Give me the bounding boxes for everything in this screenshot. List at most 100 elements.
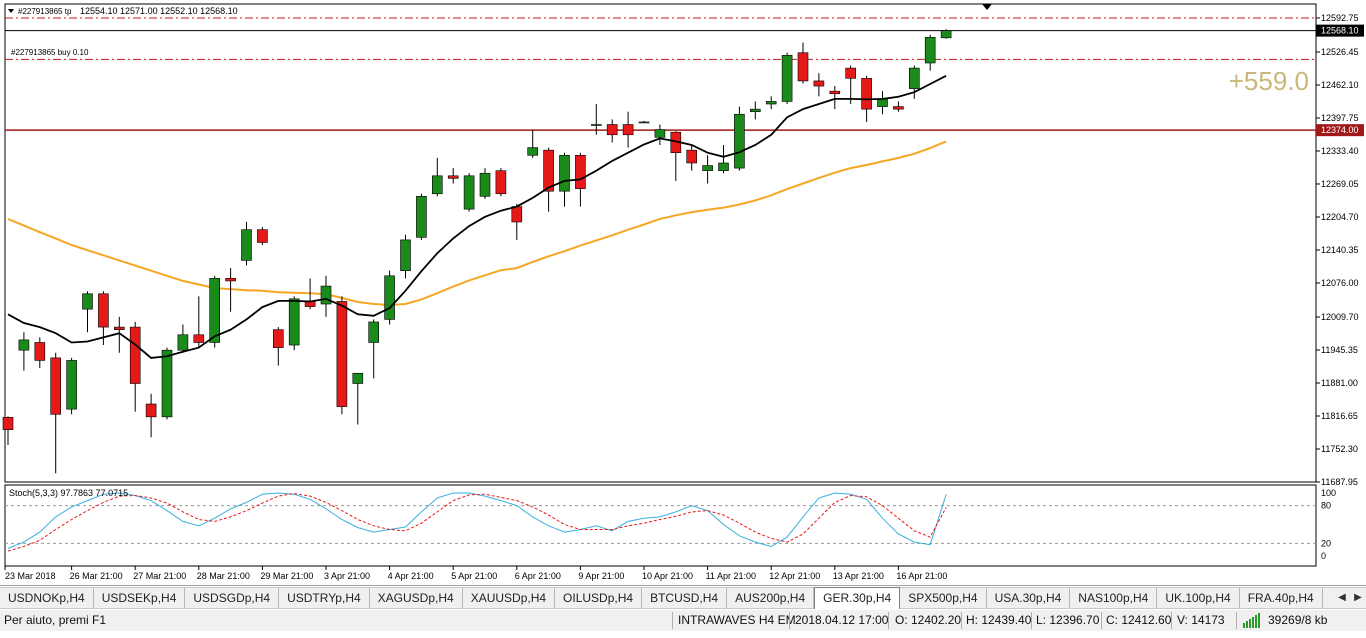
profit-label: +559.0 [1229, 66, 1309, 96]
time-axis-label: 5 Apr 21:00 [451, 571, 497, 581]
candle-body [924, 37, 936, 64]
time-axis-label: 10 Apr 21:00 [642, 571, 693, 581]
candle-body [765, 101, 777, 105]
symbol-tab[interactable]: XAUUSDp,H4 [463, 588, 556, 608]
status-divider [1236, 612, 1237, 629]
tab-scroll-right-icon[interactable]: ▶ [1354, 592, 1362, 603]
candle-body [590, 124, 602, 126]
candle-body [161, 349, 173, 418]
candle-body [50, 357, 62, 415]
candle-body [2, 417, 14, 430]
symbol-tab[interactable]: USA.30p,H4 [987, 588, 1071, 608]
status-divider [961, 612, 962, 629]
time-axis-label: 28 Mar 21:00 [197, 571, 250, 581]
status-close: C: 12412.60 [1106, 613, 1172, 627]
time-axis-label: 9 Apr 21:00 [578, 571, 624, 581]
candle-body [940, 30, 952, 39]
candle-body [257, 229, 268, 243]
status-open: O: 12402.20 [895, 613, 962, 627]
symbol-tab[interactable]: NAS100p,H4 [1070, 588, 1158, 608]
tab-scroll-left-icon[interactable]: ◀ [1338, 592, 1346, 603]
candle-body [813, 80, 825, 87]
symbol-tab[interactable]: USDSGDp,H4 [185, 588, 280, 608]
candle-body [749, 108, 761, 112]
candle-body [241, 229, 252, 261]
candle-body [209, 278, 220, 343]
price-axis-label: 11752.30 [1321, 444, 1358, 454]
status-divider [1101, 612, 1102, 629]
symbol-tab[interactable]: GER.30p,H4 [814, 587, 901, 609]
candle-body [829, 90, 841, 95]
tab-scroll-arrows: ◀ ▶ [1334, 588, 1366, 608]
symbol-tab[interactable]: AUS200p,H4 [727, 588, 815, 608]
symbol-dropdown-icon [8, 9, 14, 13]
current-price-tag [1316, 24, 1364, 37]
candle-body [606, 124, 618, 136]
symbol-tab[interactable]: UK.100p,H4 [1157, 588, 1240, 608]
symbol-tab[interactable]: OILUSDp,H4 [555, 588, 643, 608]
status-divider [789, 612, 790, 629]
chart-shift-marker-icon [982, 4, 992, 10]
stochastic-axis-label: 20 [1321, 538, 1331, 548]
time-axis-label: 11 Apr 21:00 [706, 571, 756, 581]
candle-body [34, 342, 46, 361]
symbol-tab[interactable]: USDNOKp,H4 [0, 588, 94, 608]
order-label: #227913865 buy 0.10 [11, 48, 89, 57]
candle-body [463, 175, 475, 210]
symbol-tab[interactable]: FRA.40p,H4 [1240, 588, 1323, 608]
candle-body [447, 175, 459, 179]
symbol-tab[interactable]: USDTRYp,H4 [279, 588, 370, 608]
symbol-tab[interactable]: USDSEKp,H4 [94, 588, 186, 608]
chart-area[interactable]: 12592.75 12526.45 12462.10 12397.75 12333.40… [0, 0, 1366, 586]
candle-body [781, 54, 793, 102]
price-axis-label: 12333.40 [1321, 146, 1359, 156]
candle-body [66, 360, 77, 410]
status-help-text: Per aiuto, premi F1 [4, 613, 107, 627]
status-profile: INTRAWAVES H4 EM [678, 613, 796, 627]
candle-body [893, 106, 904, 110]
candle-body [288, 298, 300, 346]
price-axis-label: 12140.35 [1321, 245, 1359, 255]
price-axis-label: 11881.00 [1321, 378, 1358, 388]
time-axis-label: 3 Apr 21:00 [324, 571, 370, 581]
stochastic-label: Stoch(5,3,3) 97.7863 77.0715 [9, 488, 128, 498]
candle-body [654, 129, 666, 138]
status-divider [672, 612, 673, 629]
symbol-tab[interactable]: BTCUSD,H4 [642, 588, 728, 608]
moving-average-fast [7, 75, 947, 359]
candle-body [177, 334, 189, 351]
entry-price-label: 12374.00 [1321, 125, 1359, 135]
candle-body [543, 149, 554, 192]
candle-body [908, 67, 920, 89]
price-axis-label: 12269.05 [1321, 179, 1359, 189]
symbol-tab[interactable]: SPX500p,H4 [900, 588, 987, 608]
status-divider [1171, 612, 1172, 629]
status-divider [888, 612, 889, 629]
status-bar: Per aiuto, premi F1 INTRAWAVES H4 EM 201… [0, 610, 1366, 631]
price-axis-label: 12526.45 [1321, 47, 1359, 57]
price-axis-label: 12009.70 [1321, 312, 1359, 322]
candle-body [114, 326, 125, 330]
stochastic-plot-frame [4, 484, 1317, 567]
candle-body [575, 154, 586, 189]
time-axis-label: 12 Apr 21:00 [769, 571, 820, 581]
status-high: H: 12439.40 [966, 613, 1032, 627]
price-axis-label: 11816.65 [1321, 411, 1358, 421]
symbol-tab[interactable]: XAGUSDp,H4 [370, 588, 463, 608]
candle-body [511, 206, 523, 223]
candle-body [384, 275, 395, 320]
candle-body [431, 175, 443, 195]
candle-body [400, 239, 411, 271]
time-axis-label: 27 Mar 21:00 [133, 571, 186, 581]
candle-body [352, 372, 364, 384]
symbol-tab-bar: USDNOKp,H4 USDSEKp,H4 USDSGDp,H4 USDTRYp,H4… [0, 587, 1366, 609]
candle-body [82, 293, 93, 310]
price-axis-label: 11687.95 [1321, 477, 1358, 487]
candle-body [718, 162, 729, 171]
status-low: L: 12396.70 [1036, 613, 1100, 627]
stochastic-signal-line [7, 493, 947, 552]
candle-body [18, 339, 30, 351]
time-axis-label: 13 Apr 21:00 [833, 571, 884, 581]
status-volume: V: 14173 [1177, 613, 1225, 627]
price-chart[interactable]: 12592.75 12526.45 12462.10 12397.75 12333.40… [0, 0, 1366, 586]
